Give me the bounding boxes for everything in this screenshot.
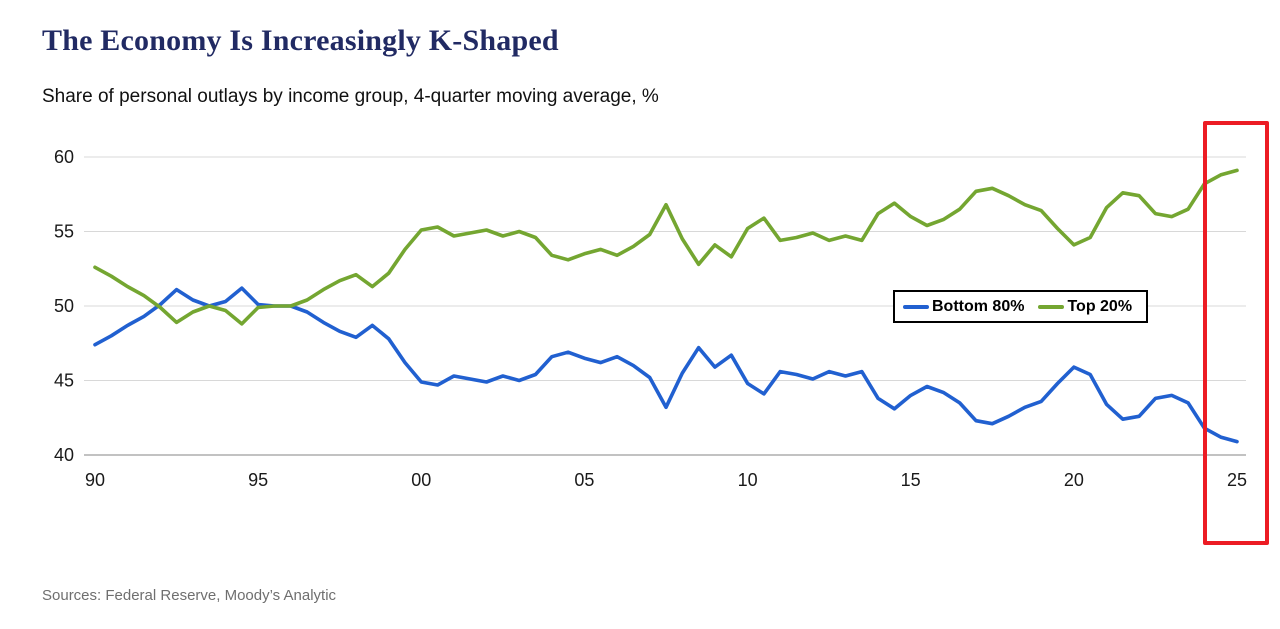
y-tick-label-40: 40	[54, 445, 74, 465]
top-20-line-swatch	[1038, 304, 1065, 309]
bottom-80-line-swatch	[903, 304, 929, 309]
line-chart: 40 45 50 55 60 90 95 00 05 10 15 20 25	[54, 147, 1247, 490]
y-tick-label-45: 45	[54, 371, 74, 391]
chart-subtitle: Share of personal outlays by income grou…	[42, 86, 659, 107]
chart-legend: Bottom 80% Top 20%	[893, 290, 1149, 323]
highlight-box	[1203, 121, 1269, 545]
x-tick-label-00: 00	[411, 470, 431, 490]
series-line-top-20-	[93, 168, 1239, 326]
x-tick-label-95: 95	[248, 470, 268, 490]
y-tick-label-50: 50	[54, 296, 74, 316]
x-tick-label-15: 15	[901, 470, 921, 490]
y-tick-label-60: 60	[54, 147, 74, 167]
x-tick-label-10: 10	[738, 470, 758, 490]
legend-label-top-20: Top 20%	[1067, 297, 1133, 315]
legend-item-top-20: Top 20%	[1038, 298, 1132, 316]
x-tick-label-05: 05	[574, 470, 594, 490]
page-title: The Economy Is Increasingly K-Shaped	[42, 24, 559, 57]
legend-label-bottom-80: Bottom 80%	[932, 297, 1025, 315]
x-tick-label-20: 20	[1064, 470, 1084, 490]
x-tick-label-90: 90	[85, 470, 105, 490]
x-tick-label-25: 25	[1227, 470, 1247, 490]
sources-note: Sources: Federal Reserve, Moody’s Analyt…	[42, 587, 337, 604]
y-tick-label-55: 55	[54, 222, 74, 242]
legend-item-bottom-80: Bottom 80%	[903, 298, 1024, 316]
